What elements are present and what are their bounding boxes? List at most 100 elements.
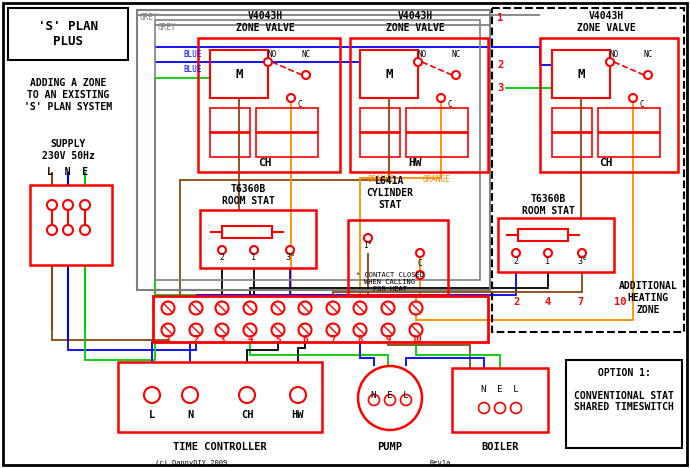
Text: OPTION 1:

CONVENTIONAL STAT
SHARED TIMESWITCH: OPTION 1: CONVENTIONAL STAT SHARED TIMES… bbox=[574, 367, 674, 412]
Circle shape bbox=[495, 402, 506, 414]
Text: ORANGE: ORANGE bbox=[368, 175, 396, 184]
Circle shape bbox=[629, 94, 637, 102]
Text: CH: CH bbox=[241, 410, 253, 420]
Text: M: M bbox=[385, 67, 393, 80]
Text: NC: NC bbox=[452, 50, 461, 59]
Circle shape bbox=[416, 249, 424, 257]
Text: C: C bbox=[417, 258, 422, 268]
Text: 1: 1 bbox=[166, 336, 170, 344]
Circle shape bbox=[511, 402, 522, 414]
Text: 'S' PLAN
PLUS: 'S' PLAN PLUS bbox=[38, 20, 98, 48]
Text: 10: 10 bbox=[411, 336, 422, 344]
Text: N  E  L: N E L bbox=[481, 386, 519, 395]
Text: N: N bbox=[187, 410, 193, 420]
Text: C: C bbox=[640, 100, 644, 109]
Circle shape bbox=[606, 58, 614, 66]
Text: 4: 4 bbox=[247, 336, 253, 344]
Circle shape bbox=[286, 246, 294, 254]
Circle shape bbox=[271, 301, 284, 314]
Text: 1: 1 bbox=[251, 254, 257, 263]
Text: C: C bbox=[448, 100, 453, 109]
Text: 3°: 3° bbox=[577, 257, 587, 266]
Circle shape bbox=[414, 58, 422, 66]
Circle shape bbox=[544, 249, 552, 257]
Text: 2: 2 bbox=[497, 60, 503, 70]
Circle shape bbox=[161, 323, 175, 336]
Circle shape bbox=[287, 94, 295, 102]
Circle shape bbox=[244, 323, 257, 336]
Text: ADDITIONAL
HEATING
ZONE: ADDITIONAL HEATING ZONE bbox=[619, 281, 678, 314]
Text: CH: CH bbox=[599, 158, 613, 168]
Text: PUMP: PUMP bbox=[377, 442, 402, 452]
Circle shape bbox=[190, 301, 202, 314]
Text: TIME CONTROLLER: TIME CONTROLLER bbox=[173, 442, 267, 452]
Text: ADDING A ZONE
TO AN EXISTING
'S' PLAN SYSTEM: ADDING A ZONE TO AN EXISTING 'S' PLAN SY… bbox=[24, 79, 112, 111]
Circle shape bbox=[437, 94, 445, 102]
Circle shape bbox=[353, 301, 366, 314]
Text: BLUE: BLUE bbox=[183, 65, 201, 74]
Text: NO: NO bbox=[418, 50, 427, 59]
Circle shape bbox=[512, 249, 520, 257]
Text: L: L bbox=[149, 410, 155, 420]
Text: 2: 2 bbox=[513, 297, 519, 307]
Text: HW: HW bbox=[292, 410, 304, 420]
Text: T6360B
ROOM STAT: T6360B ROOM STAT bbox=[221, 184, 275, 206]
Text: V4043H
ZONE VALVE: V4043H ZONE VALVE bbox=[577, 11, 635, 33]
Text: 7: 7 bbox=[331, 336, 336, 344]
Circle shape bbox=[80, 200, 90, 210]
Circle shape bbox=[409, 323, 422, 336]
Text: 10: 10 bbox=[613, 297, 627, 307]
Text: 2: 2 bbox=[219, 254, 224, 263]
Circle shape bbox=[326, 301, 339, 314]
Circle shape bbox=[264, 58, 272, 66]
Text: HW: HW bbox=[408, 158, 422, 168]
Circle shape bbox=[244, 301, 257, 314]
Text: BLUE: BLUE bbox=[183, 50, 201, 59]
Text: NC: NC bbox=[644, 50, 653, 59]
Circle shape bbox=[452, 71, 460, 79]
Circle shape bbox=[290, 387, 306, 403]
Circle shape bbox=[382, 323, 395, 336]
Circle shape bbox=[80, 225, 90, 235]
Text: SUPPLY
230V 50Hz: SUPPLY 230V 50Hz bbox=[41, 139, 95, 161]
Circle shape bbox=[302, 71, 310, 79]
Text: BOILER: BOILER bbox=[481, 442, 519, 452]
Text: 2: 2 bbox=[513, 257, 518, 266]
Text: 8: 8 bbox=[357, 336, 363, 344]
Text: T6360B
ROOM STAT: T6360B ROOM STAT bbox=[522, 194, 575, 216]
Text: NO: NO bbox=[610, 50, 619, 59]
Circle shape bbox=[358, 366, 422, 430]
Text: (c) DannyDIY 2009: (c) DannyDIY 2009 bbox=[155, 460, 227, 467]
Text: 7: 7 bbox=[577, 297, 583, 307]
Circle shape bbox=[382, 301, 395, 314]
Circle shape bbox=[409, 301, 422, 314]
Text: V4043H
ZONE VALVE: V4043H ZONE VALVE bbox=[386, 11, 444, 33]
Circle shape bbox=[47, 200, 57, 210]
Text: 1: 1 bbox=[546, 257, 551, 266]
Circle shape bbox=[353, 323, 366, 336]
Text: 9: 9 bbox=[385, 336, 391, 344]
Text: 3°: 3° bbox=[285, 254, 295, 263]
Text: C: C bbox=[298, 100, 303, 109]
Circle shape bbox=[416, 271, 424, 279]
Circle shape bbox=[218, 246, 226, 254]
Text: 6: 6 bbox=[302, 336, 308, 344]
Text: GREY: GREY bbox=[158, 23, 177, 32]
Circle shape bbox=[326, 323, 339, 336]
Text: N  E  L: N E L bbox=[371, 392, 408, 401]
Circle shape bbox=[239, 387, 255, 403]
Text: L  N  E: L N E bbox=[48, 167, 88, 177]
Text: V4043H
ZONE VALVE: V4043H ZONE VALVE bbox=[235, 11, 295, 33]
Circle shape bbox=[63, 200, 73, 210]
Text: 2: 2 bbox=[193, 336, 199, 344]
Text: M: M bbox=[578, 67, 584, 80]
Text: Rev1a: Rev1a bbox=[430, 460, 451, 466]
Text: 1°: 1° bbox=[364, 241, 373, 249]
Circle shape bbox=[250, 246, 258, 254]
Circle shape bbox=[215, 323, 228, 336]
Circle shape bbox=[644, 71, 652, 79]
Text: 3: 3 bbox=[497, 83, 503, 93]
Circle shape bbox=[271, 323, 284, 336]
Circle shape bbox=[144, 387, 160, 403]
Circle shape bbox=[63, 225, 73, 235]
